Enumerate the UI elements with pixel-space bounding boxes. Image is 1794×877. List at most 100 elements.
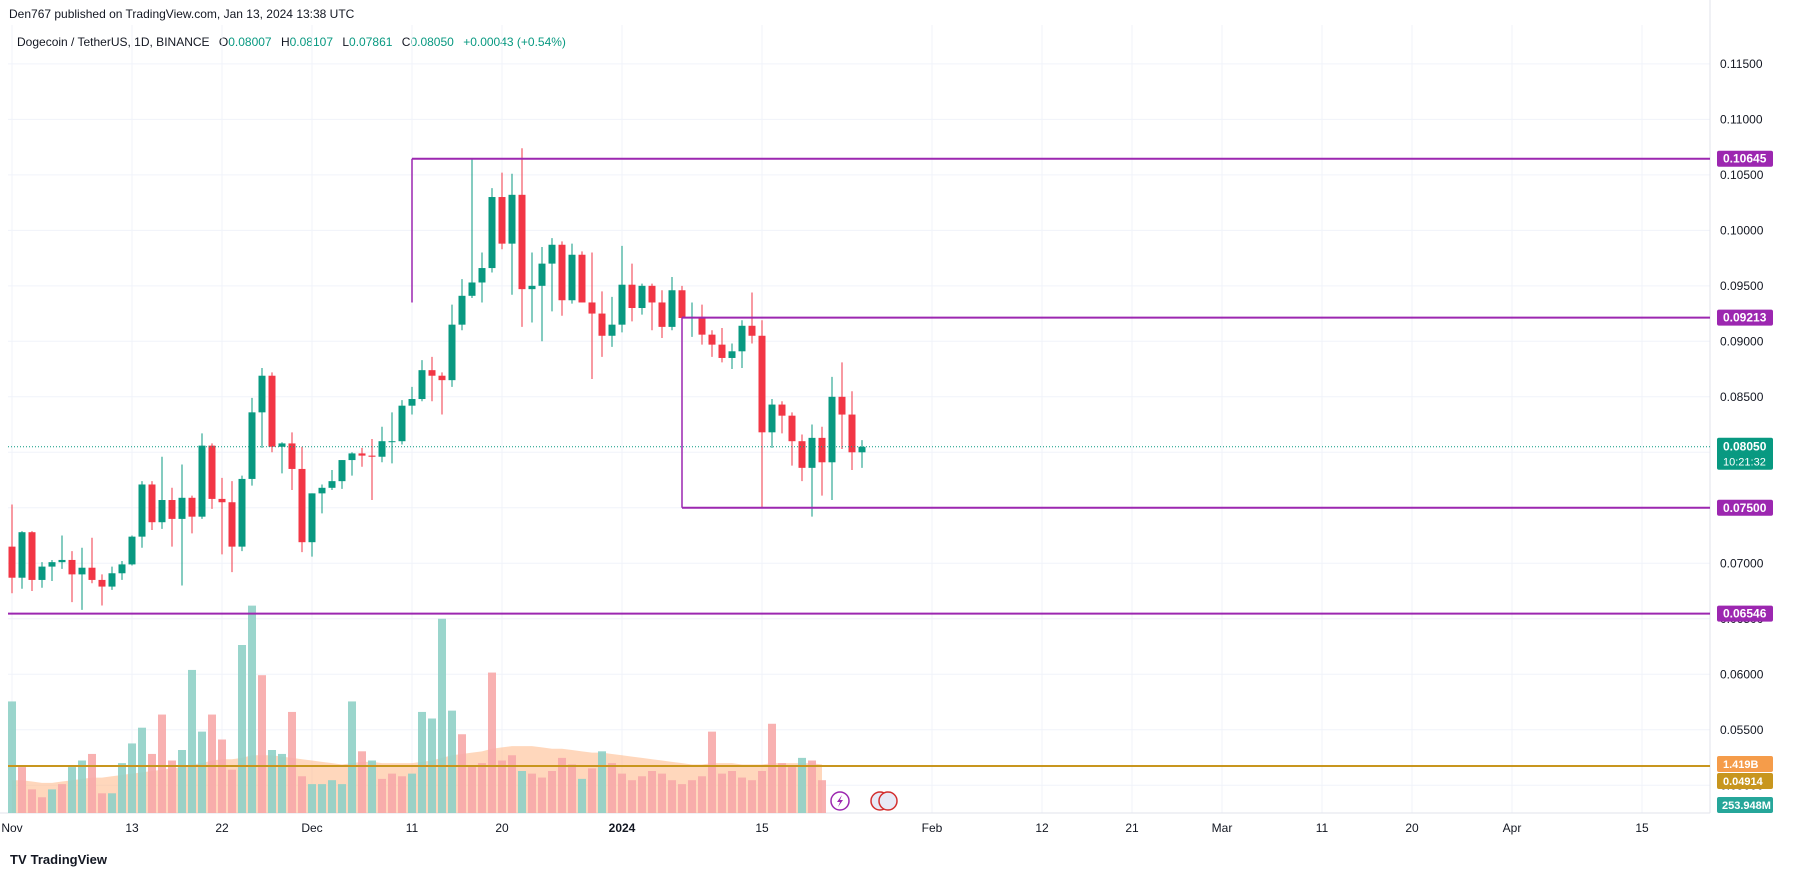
- candle: [718, 327, 726, 363]
- candle-body: [478, 268, 486, 283]
- x-tick-label: 22: [215, 821, 229, 835]
- candle: [98, 574, 106, 606]
- candle-body: [278, 443, 286, 447]
- ma-label-2: 0.04914: [1723, 776, 1764, 788]
- volume-bar: [708, 731, 716, 813]
- candle-body: [598, 313, 606, 336]
- candle: [478, 252, 486, 303]
- candle-body: [38, 566, 46, 580]
- y-tick-label: 0.08500: [1720, 390, 1764, 404]
- candle: [178, 464, 186, 586]
- candle-body: [558, 244, 566, 301]
- candle-body: [588, 302, 596, 314]
- low-label: L: [342, 35, 350, 49]
- volume-bar: [108, 793, 116, 813]
- y-tick-label: 0.06000: [1720, 667, 1764, 681]
- tradingview-logo[interactable]: TV TradingView: [10, 852, 107, 867]
- symbol-name: Dogecoin / TetherUS, 1D, BINANCE: [17, 35, 210, 49]
- candle-body: [188, 497, 196, 517]
- level-label: 0.10645: [1723, 152, 1767, 166]
- volume-bar: [638, 776, 646, 813]
- candle-body: [788, 415, 796, 442]
- candle-body: [758, 335, 766, 433]
- candle: [838, 362, 846, 449]
- volume-bar: [18, 767, 26, 813]
- candle: [598, 291, 606, 357]
- volume-bar: [148, 753, 156, 813]
- x-tick-label: 2024: [609, 821, 636, 835]
- candle-body: [678, 290, 686, 319]
- candle: [508, 173, 516, 295]
- volume-bar: [578, 778, 586, 813]
- candle: [608, 296, 616, 347]
- candle: [808, 424, 816, 517]
- candle: [308, 493, 316, 557]
- volume-bar: [748, 780, 756, 813]
- volume-bar: [558, 757, 566, 813]
- candle: [248, 397, 256, 486]
- volume-bar: [208, 714, 216, 813]
- candle-body: [138, 484, 146, 537]
- volume-bar: [468, 765, 476, 813]
- volume-bar: [788, 767, 796, 813]
- candle-body: [828, 396, 836, 463]
- candle-body: [638, 285, 646, 309]
- candle-body: [608, 324, 616, 336]
- volume-bar: [528, 773, 536, 813]
- candle-body: [198, 445, 206, 517]
- candle: [408, 386, 416, 415]
- volume-bar: [698, 776, 706, 813]
- candle: [188, 495, 196, 534]
- candle-body: [108, 573, 116, 587]
- volume-bar: [628, 780, 636, 813]
- candle: [618, 245, 626, 333]
- volume-bar: [338, 784, 346, 813]
- x-tick-label: Apr: [1503, 821, 1522, 835]
- y-tick-label: 0.11000: [1720, 112, 1763, 126]
- candle-body: [568, 254, 576, 301]
- candle: [208, 443, 216, 509]
- volume-bar: [408, 773, 416, 813]
- volume-label: 253.948M: [1722, 800, 1771, 812]
- volume-bar: [388, 773, 396, 813]
- candle-body: [458, 295, 466, 325]
- candle: [78, 547, 86, 610]
- volume-bar: [418, 711, 426, 813]
- candle: [18, 531, 26, 589]
- volume-bar: [688, 780, 696, 813]
- volume-badge: [1717, 797, 1773, 813]
- candle-body: [768, 404, 776, 433]
- candle-body: [118, 564, 126, 574]
- volume-bar: [498, 760, 506, 813]
- volume-bar: [278, 753, 286, 813]
- candle-body: [98, 579, 106, 587]
- volume-bar: [228, 769, 236, 813]
- candle-body: [628, 284, 636, 309]
- candle-body: [238, 478, 246, 547]
- candle: [368, 438, 376, 501]
- candle-body: [288, 443, 296, 469]
- candle-body: [158, 500, 166, 523]
- candle-body: [498, 197, 506, 244]
- candle: [498, 172, 506, 250]
- volume-bar: [28, 789, 36, 813]
- volume-bar: [258, 675, 266, 813]
- level-label: 0.06546: [1723, 607, 1767, 621]
- candle-body: [748, 325, 756, 336]
- last-price-label: 0.08050: [1723, 440, 1767, 454]
- volume-bar: [478, 763, 486, 813]
- candle-body: [378, 441, 386, 457]
- candle-body: [68, 559, 76, 575]
- volume-bar: [538, 777, 546, 813]
- candle-body: [538, 263, 546, 286]
- candle-body: [228, 502, 236, 547]
- volume-bar: [808, 760, 816, 813]
- volume-bar: [318, 784, 326, 813]
- x-tick-label: Nov: [1, 821, 22, 835]
- volume-bar: [548, 771, 556, 813]
- volume-bar: [198, 731, 206, 813]
- candle-body: [448, 324, 456, 381]
- tradingview-logo-text: TradingView: [30, 852, 107, 867]
- candle-body: [488, 197, 496, 269]
